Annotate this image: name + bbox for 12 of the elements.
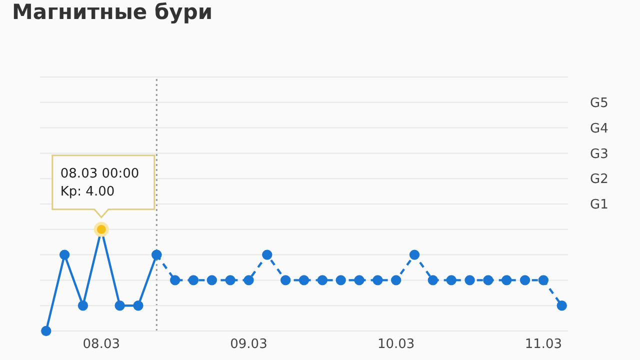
x-tick-label: 11.03 bbox=[524, 337, 562, 352]
ref-line-label: G5 bbox=[590, 96, 608, 112]
ref-line-label: G3 bbox=[590, 146, 608, 162]
ref-line-label: G4 bbox=[590, 121, 608, 136]
annotation: 08.03 00:00 Kp: 4.00 bbox=[60, 166, 140, 200]
chart-title: Магнитные бури bbox=[12, 0, 213, 24]
x-tick-label: 08.03 bbox=[82, 337, 120, 352]
ref-line-label: G2 bbox=[590, 172, 608, 188]
ref-line-label: G1 bbox=[590, 198, 608, 213]
x-tick-label: 09.03 bbox=[230, 337, 268, 352]
tooltip-callout: 08.03 00:00 Kp: 4.00 bbox=[52, 154, 156, 219]
x-tick-label: 10.03 bbox=[377, 337, 415, 352]
